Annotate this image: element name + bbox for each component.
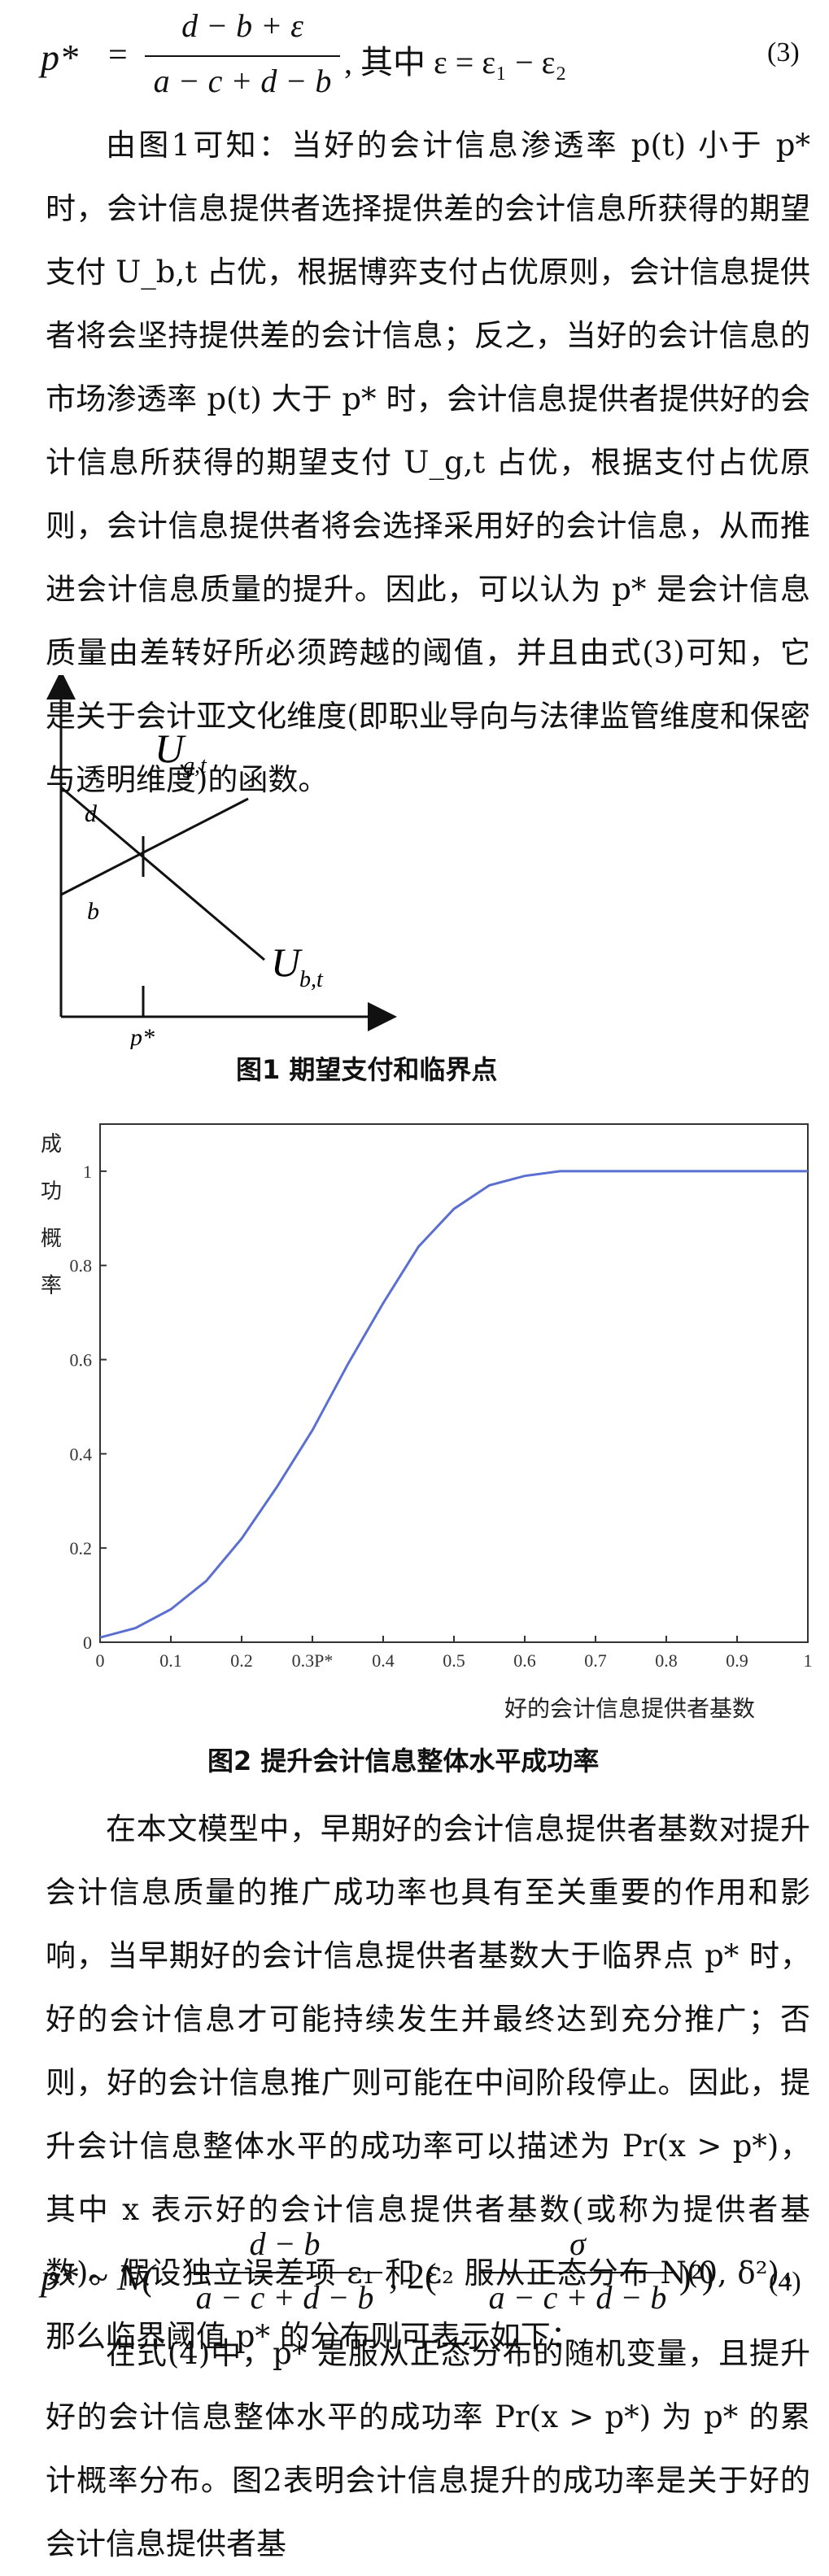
x-tick-label: 0.1 [159,1650,182,1671]
y-tick-label: 0.2 [70,1538,93,1558]
paragraph-3: 在式(4)中，p* 是服从正态分布的随机变量，且提升好的会计信息整体水平的成功率… [46,2336,810,2561]
x-tick-label: 0.4 [372,1650,395,1671]
eq4-tail: )²) [679,2256,714,2296]
y-tick-label: 0.4 [70,1444,93,1464]
y-ticks: 0 0.2 0.4 0.6 0.8 1 [70,1162,107,1653]
fig1-label-d: d [85,800,98,827]
eq3-denominator: a − c + d − b [153,63,332,99]
x-tick-label: 0.6 [513,1650,536,1671]
eq4-frac1-num: d − b [249,2225,321,2262]
eq3-number: (3) [767,37,800,68]
x-tick-label: 0.3P* [292,1650,334,1671]
eq4-number: (4) [769,2267,801,2297]
equation-3: p* = d − b + ε a − c + d − b , 其中 ε = ε₁… [31,0,812,110]
eq4-middle: , 2( [389,2256,437,2296]
y-axis-label-char: 成 [41,1132,62,1156]
y-tick-label: 0 [83,1632,92,1653]
equation-4: p* ~ N( d − b a − c + d − b , 2( σ a − c… [33,2216,814,2338]
fig1-label-ug: U [155,726,186,771]
success-rate-curve [99,1170,808,1639]
eq4-frac2-den: a − c + d − b [488,2279,667,2316]
x-tick-label: 0 [96,1650,105,1671]
eq3-lhs: p* [41,37,78,78]
plot-frame [99,1123,809,1643]
y-tick-label: 0.6 [70,1350,93,1371]
fig1-label-b: b [87,898,99,925]
y-axis-label-char: 功 [41,1179,62,1203]
fig1-label-ug-sub: g,t [183,753,207,778]
x-tick-label: 0.2 [230,1650,253,1671]
fig1-ug-line [60,797,249,896]
fig1-label-ub: U [271,939,303,985]
fig1-ub-line [60,786,265,961]
y-tick-label: 1 [83,1162,92,1182]
x-tick-label: 0.5 [443,1650,465,1671]
eq4-frac2-bar [480,2272,675,2273]
paragraph-1: 由图1可知：当好的会计信息渗透率 p(t) 小于 p* 时，会计信息提供者选择提… [46,128,810,797]
eq4-frac2-num: σ [569,2225,586,2262]
figure-2-caption: 图2 提升会计信息整体水平成功率 [207,1746,600,1776]
y-axis-label-char: 概 [41,1227,62,1250]
x-ticks: 0 0.1 0.2 0.3P* 0.4 0.5 0.6 0.7 0.8 0.9 1 [96,1636,813,1671]
eq4-frac1-den: a − c + d − b [195,2279,374,2316]
eq3-condition: , 其中 ε = ε₁ − ε₂ [344,44,567,81]
eq3-fraction-bar [145,55,340,57]
y-tick-label: 0.8 [70,1256,93,1276]
x-tick-label: 0.7 [584,1650,607,1671]
paragraph-2: 在本文模型中，早期好的会计信息提供者基数对提升会计信息质量的推广成功率也具有至关… [46,1811,810,2354]
fig1-label-ub-sub: b,t [299,967,324,992]
x-tick-label: 0.8 [655,1650,678,1671]
figure-1: d b U g,t U b,t p* [46,675,397,1049]
eq3-equals: = [108,37,128,74]
fig1-label-p: p* [129,1024,155,1049]
x-tick-label: 1 [804,1650,813,1671]
eq3-numerator: d − b + ε [181,7,303,44]
x-axis-label: 好的会计信息提供者基数 [504,1696,755,1722]
figure-1-caption: 图1 期望支付和临界点 [236,1054,498,1085]
y-axis-label-char: 率 [41,1274,62,1297]
x-tick-label: 0.9 [726,1650,748,1671]
eq4-lhs: p* ~ N( [41,2256,155,2298]
eq4-frac1-bar [187,2272,382,2273]
